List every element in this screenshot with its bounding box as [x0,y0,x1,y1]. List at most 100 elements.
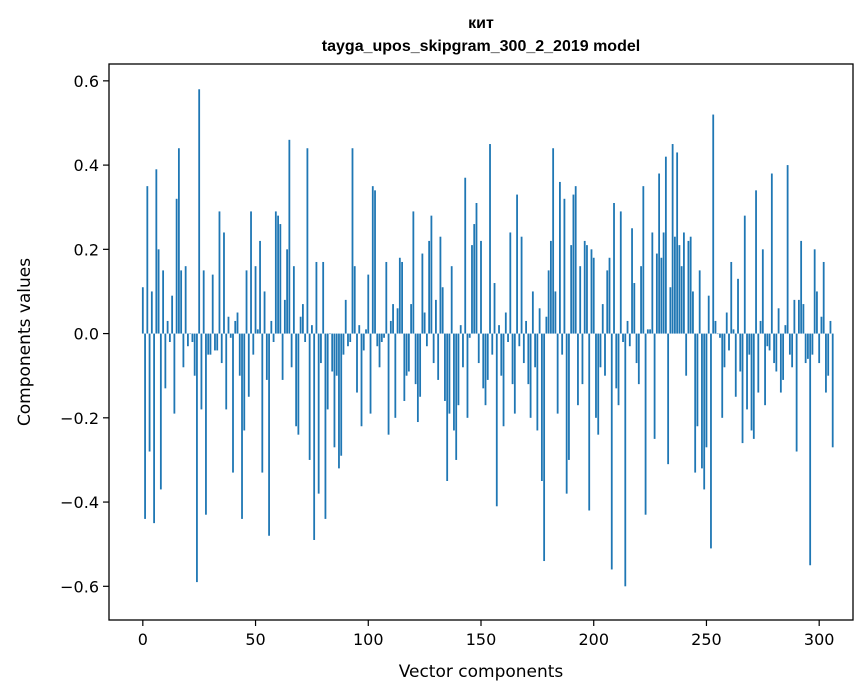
bar [367,274,370,334]
bar [209,333,212,355]
bar [329,333,331,335]
bar [214,333,216,351]
x-axis-title: Vector components [399,662,564,682]
x-tick-label: 50 [245,630,265,649]
bar [637,333,640,385]
bar [556,333,559,414]
bar [281,333,284,380]
bar [788,333,791,355]
bar [552,148,555,334]
bar [732,329,735,334]
bar [768,333,771,351]
bar [473,224,476,334]
bar [712,114,715,334]
bar [516,194,518,334]
bar [676,152,679,334]
bar [243,333,246,431]
bar [782,333,785,380]
bar [642,186,645,334]
x-tick-label: 150 [466,630,497,649]
bar [493,283,496,334]
bar [342,333,345,355]
bar [423,312,426,334]
bar [189,333,192,335]
bar [150,291,153,334]
bar [455,333,458,460]
bar [511,333,514,385]
bar [628,333,631,347]
bar [286,249,289,334]
bar [407,333,410,372]
bar [362,333,365,351]
bar [376,333,379,347]
x-tick-label: 0 [138,630,148,649]
bar [444,333,446,401]
bar [184,266,187,334]
bar [347,333,349,347]
bar [466,333,469,418]
bar [306,148,309,334]
bar [256,329,259,334]
bar [360,333,363,427]
bar [604,333,606,376]
bar [412,211,415,334]
bar [480,240,482,334]
y-tick-label: 0.0 [74,325,99,344]
bar [579,266,582,334]
bar [527,333,530,385]
bar [326,333,329,410]
bar [804,333,807,364]
bar [748,333,751,355]
bar [613,203,615,334]
bar [572,194,575,334]
bar [757,333,760,393]
bar [807,333,809,359]
bar [635,333,638,364]
bar [141,287,144,334]
bar [385,261,388,334]
bar [338,333,340,469]
bar [446,333,449,481]
bar [394,333,397,418]
x-tick-label: 300 [804,630,835,649]
bar [419,333,422,397]
bar [227,316,230,334]
bar [277,215,279,334]
bar [428,240,431,334]
x-tick-label: 250 [691,630,722,649]
y-tick-label: 0.6 [74,72,99,91]
bar [211,274,214,334]
bar [545,316,548,334]
bar [714,320,717,334]
bar [831,333,834,448]
bar [356,333,358,393]
y-tick-label: 0.2 [74,240,99,259]
bar [448,333,451,414]
bar [245,270,248,334]
bar [416,333,419,423]
bar [595,333,597,418]
bar [694,333,697,473]
x-tick-label: 200 [578,630,609,649]
bar [570,245,573,334]
bar [577,333,579,406]
bar [468,333,471,338]
bar [254,266,257,334]
bar [673,236,676,334]
bar [761,249,764,334]
bar [568,333,570,460]
bar [743,215,746,334]
bar [520,236,523,334]
bar [752,333,755,439]
bar [592,257,595,334]
bar [534,333,537,368]
bar [292,266,295,334]
bar [274,211,277,334]
bar [809,333,812,566]
bar [667,333,670,465]
bar [818,333,821,364]
bar [561,333,564,355]
bar [263,291,266,334]
bar [710,333,712,549]
bar [234,320,237,334]
